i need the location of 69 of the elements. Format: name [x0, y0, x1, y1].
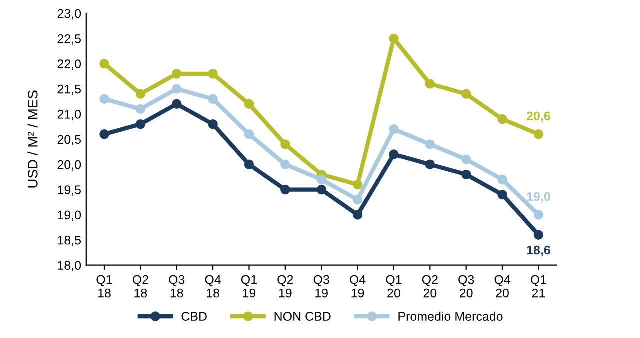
point [425, 160, 436, 170]
point [389, 150, 399, 160]
point [425, 79, 436, 89]
x-tick-label: Q2 20 [422, 275, 438, 298]
point [208, 119, 218, 130]
point [316, 174, 326, 185]
x-tick-label: Q4 20 [494, 275, 510, 298]
legend-label: CBD [182, 312, 207, 322]
x-tick-label: Q4 18 [205, 275, 222, 298]
y-tick-label: 19,5 [58, 186, 82, 196]
point [208, 69, 218, 79]
point [100, 130, 110, 140]
point [389, 124, 399, 134]
point [244, 130, 254, 140]
y-tick-label: 20,0 [58, 160, 82, 171]
point [461, 170, 472, 180]
x-tick-label: Q1 20 [386, 275, 402, 298]
data-label: 19,0 [527, 192, 550, 204]
point [100, 59, 110, 69]
legend-label: NON CBD [274, 312, 331, 322]
data-label: 20,6 [526, 112, 550, 122]
point [280, 160, 290, 170]
y-tick-label: 22,5 [58, 34, 82, 45]
data-label: 18,6 [527, 246, 550, 256]
y-tick-label: 18,0 [58, 261, 82, 272]
point [352, 195, 363, 205]
x-tick-label: Q3 18 [169, 275, 185, 298]
legend-label: Promedio Mercado [398, 312, 503, 322]
y-tick-label: 18,5 [58, 236, 82, 246]
point [244, 99, 254, 110]
point [352, 210, 363, 220]
point [352, 180, 363, 190]
y-tick-label: 19,0 [58, 210, 82, 222]
point [172, 69, 182, 79]
point [316, 184, 326, 195]
point [534, 230, 544, 240]
x-tick-label: Q3 19 [314, 275, 330, 298]
y-axis-title: USD / M² / MES [28, 90, 38, 188]
point [389, 34, 399, 44]
point [280, 184, 290, 195]
x-tick-label: Q1 21 [530, 275, 546, 298]
y-tick-label: 21,0 [58, 110, 82, 120]
y-tick-label: 23,0 [58, 9, 82, 20]
x-tick-label: Q1 18 [96, 275, 112, 298]
point [425, 140, 436, 150]
x-tick-label: Q2 18 [132, 275, 148, 298]
point [172, 84, 182, 94]
y-tick-label: 21,5 [58, 84, 82, 96]
point [208, 94, 218, 104]
point [534, 130, 544, 140]
x-tick-label: Q2 19 [278, 275, 294, 298]
x-tick-label: Q3 20 [458, 275, 474, 298]
y-tick-label: 22,0 [58, 60, 82, 70]
point [461, 89, 472, 99]
point [244, 160, 254, 170]
point [136, 89, 146, 99]
point [498, 114, 508, 124]
point [100, 94, 110, 104]
point [280, 140, 290, 150]
point [461, 154, 472, 164]
point [498, 190, 508, 200]
point [136, 104, 146, 114]
point [498, 174, 508, 185]
x-tick-label: Q4 19 [350, 275, 366, 298]
point [534, 210, 544, 220]
x-tick-label: Q1 19 [241, 275, 257, 298]
y-tick-label: 20,5 [58, 135, 82, 146]
point [172, 99, 182, 110]
point [136, 119, 146, 130]
